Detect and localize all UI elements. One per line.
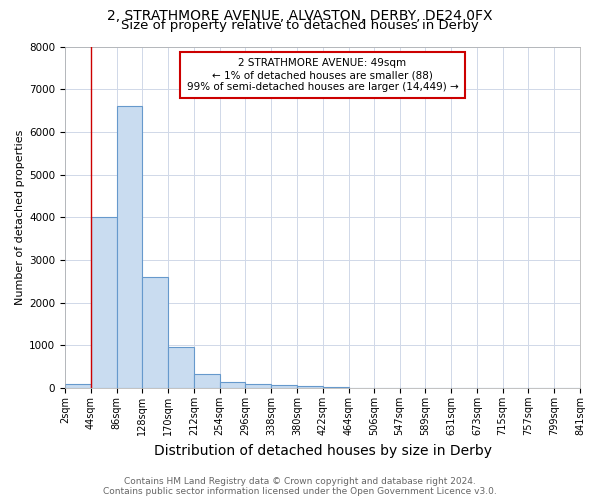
- Bar: [271, 386, 297, 388]
- Bar: [220, 382, 245, 388]
- Text: 2 STRATHMORE AVENUE: 49sqm
← 1% of detached houses are smaller (88)
99% of semi-: 2 STRATHMORE AVENUE: 49sqm ← 1% of detac…: [187, 58, 458, 92]
- Bar: [194, 374, 220, 388]
- Bar: [245, 384, 271, 388]
- Text: Size of property relative to detached houses in Derby: Size of property relative to detached ho…: [121, 18, 479, 32]
- Bar: [116, 106, 142, 388]
- Bar: [297, 386, 323, 388]
- Bar: [168, 348, 194, 388]
- Bar: [323, 387, 349, 388]
- Y-axis label: Number of detached properties: Number of detached properties: [15, 130, 25, 305]
- Bar: [142, 277, 168, 388]
- Text: 2, STRATHMORE AVENUE, ALVASTON, DERBY, DE24 0FX: 2, STRATHMORE AVENUE, ALVASTON, DERBY, D…: [107, 9, 493, 23]
- Bar: [91, 218, 116, 388]
- Bar: [65, 384, 91, 388]
- X-axis label: Distribution of detached houses by size in Derby: Distribution of detached houses by size …: [154, 444, 491, 458]
- Text: Contains HM Land Registry data © Crown copyright and database right 2024.
Contai: Contains HM Land Registry data © Crown c…: [103, 476, 497, 496]
